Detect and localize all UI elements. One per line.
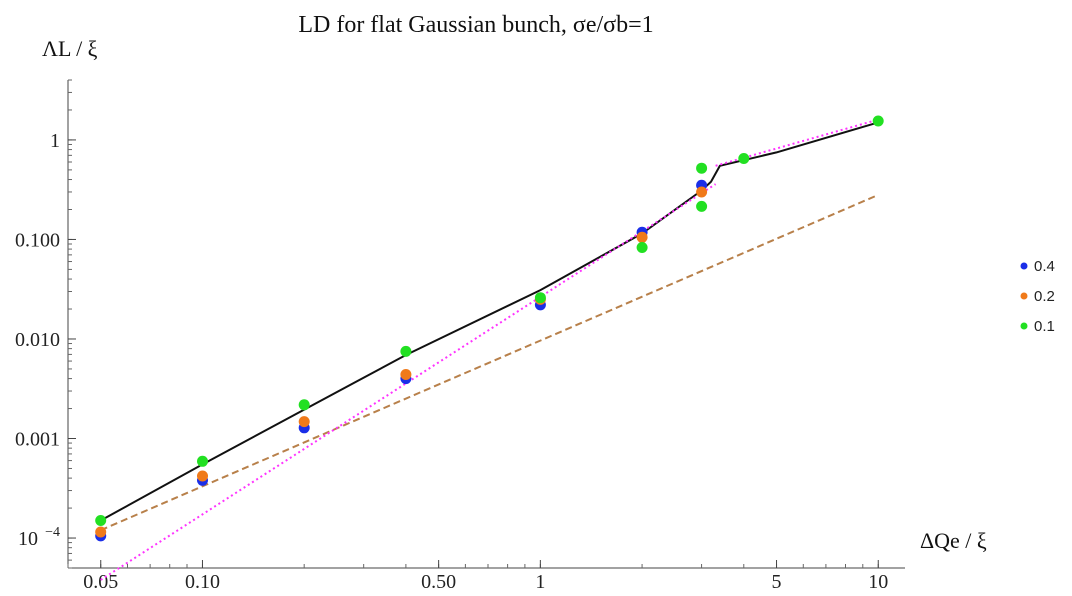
y-tick-label: 10 xyxy=(18,528,38,550)
legend-label: 0.4 xyxy=(1034,258,1055,275)
point-series-0.1 xyxy=(696,162,708,174)
y-tick-label: 0.010 xyxy=(15,329,60,351)
legend: 0.4 0.2 0.1 xyxy=(1020,258,1055,335)
y-tick-label: 1 xyxy=(50,130,60,152)
x-tick-label: 5 xyxy=(772,571,782,593)
x-tick-label: 0.05 xyxy=(83,571,118,593)
point-series-0.2 xyxy=(95,526,107,538)
reference-lines xyxy=(100,118,879,581)
point-series-0.1 xyxy=(738,153,750,164)
y-tick-exponent: −4 xyxy=(45,525,60,540)
x-tick-label: 0.10 xyxy=(185,571,220,593)
y-tick-label: 0.100 xyxy=(15,229,60,251)
dotted-curve xyxy=(715,118,879,167)
data-points xyxy=(95,115,884,542)
dashed-curve xyxy=(100,193,879,532)
point-series-0.2 xyxy=(696,186,708,198)
point-series-0.1 xyxy=(197,455,208,467)
point-series-0.1 xyxy=(95,515,107,526)
x-tick-label: 10 xyxy=(868,571,888,593)
y-axis-label: ΛL / ξ xyxy=(42,36,98,61)
legend-marker xyxy=(1020,322,1028,330)
y-tick-label: 0.001 xyxy=(15,429,60,451)
point-series-0.1 xyxy=(872,115,884,127)
point-series-0.1 xyxy=(298,399,310,411)
legend-label: 0.1 xyxy=(1034,318,1055,335)
point-series-0.2 xyxy=(636,231,648,243)
legend-marker xyxy=(1020,262,1028,270)
point-series-0.1 xyxy=(696,200,708,212)
chart-title: LD for flat Gaussian bunch, σe/σb=1 xyxy=(298,12,653,38)
solid-curve xyxy=(100,121,879,522)
x-tick-label: 1 xyxy=(535,571,545,593)
point-series-0.2 xyxy=(298,416,310,428)
point-series-0.1 xyxy=(400,345,412,357)
point-series-0.2 xyxy=(400,369,412,380)
point-series-0.1 xyxy=(636,242,648,253)
legend-marker xyxy=(1020,292,1028,300)
point-series-0.2 xyxy=(197,470,208,482)
x-tick-label: 0.50 xyxy=(421,571,456,593)
axes: 0.05 0.10 0.50 1 5 10 10 −4 0.001 0.010 0.100 1 xyxy=(15,79,905,593)
point-series-0.1 xyxy=(534,292,546,304)
x-axis-label: ΔQe / ξ xyxy=(920,528,987,553)
legend-label: 0.2 xyxy=(1034,288,1055,305)
